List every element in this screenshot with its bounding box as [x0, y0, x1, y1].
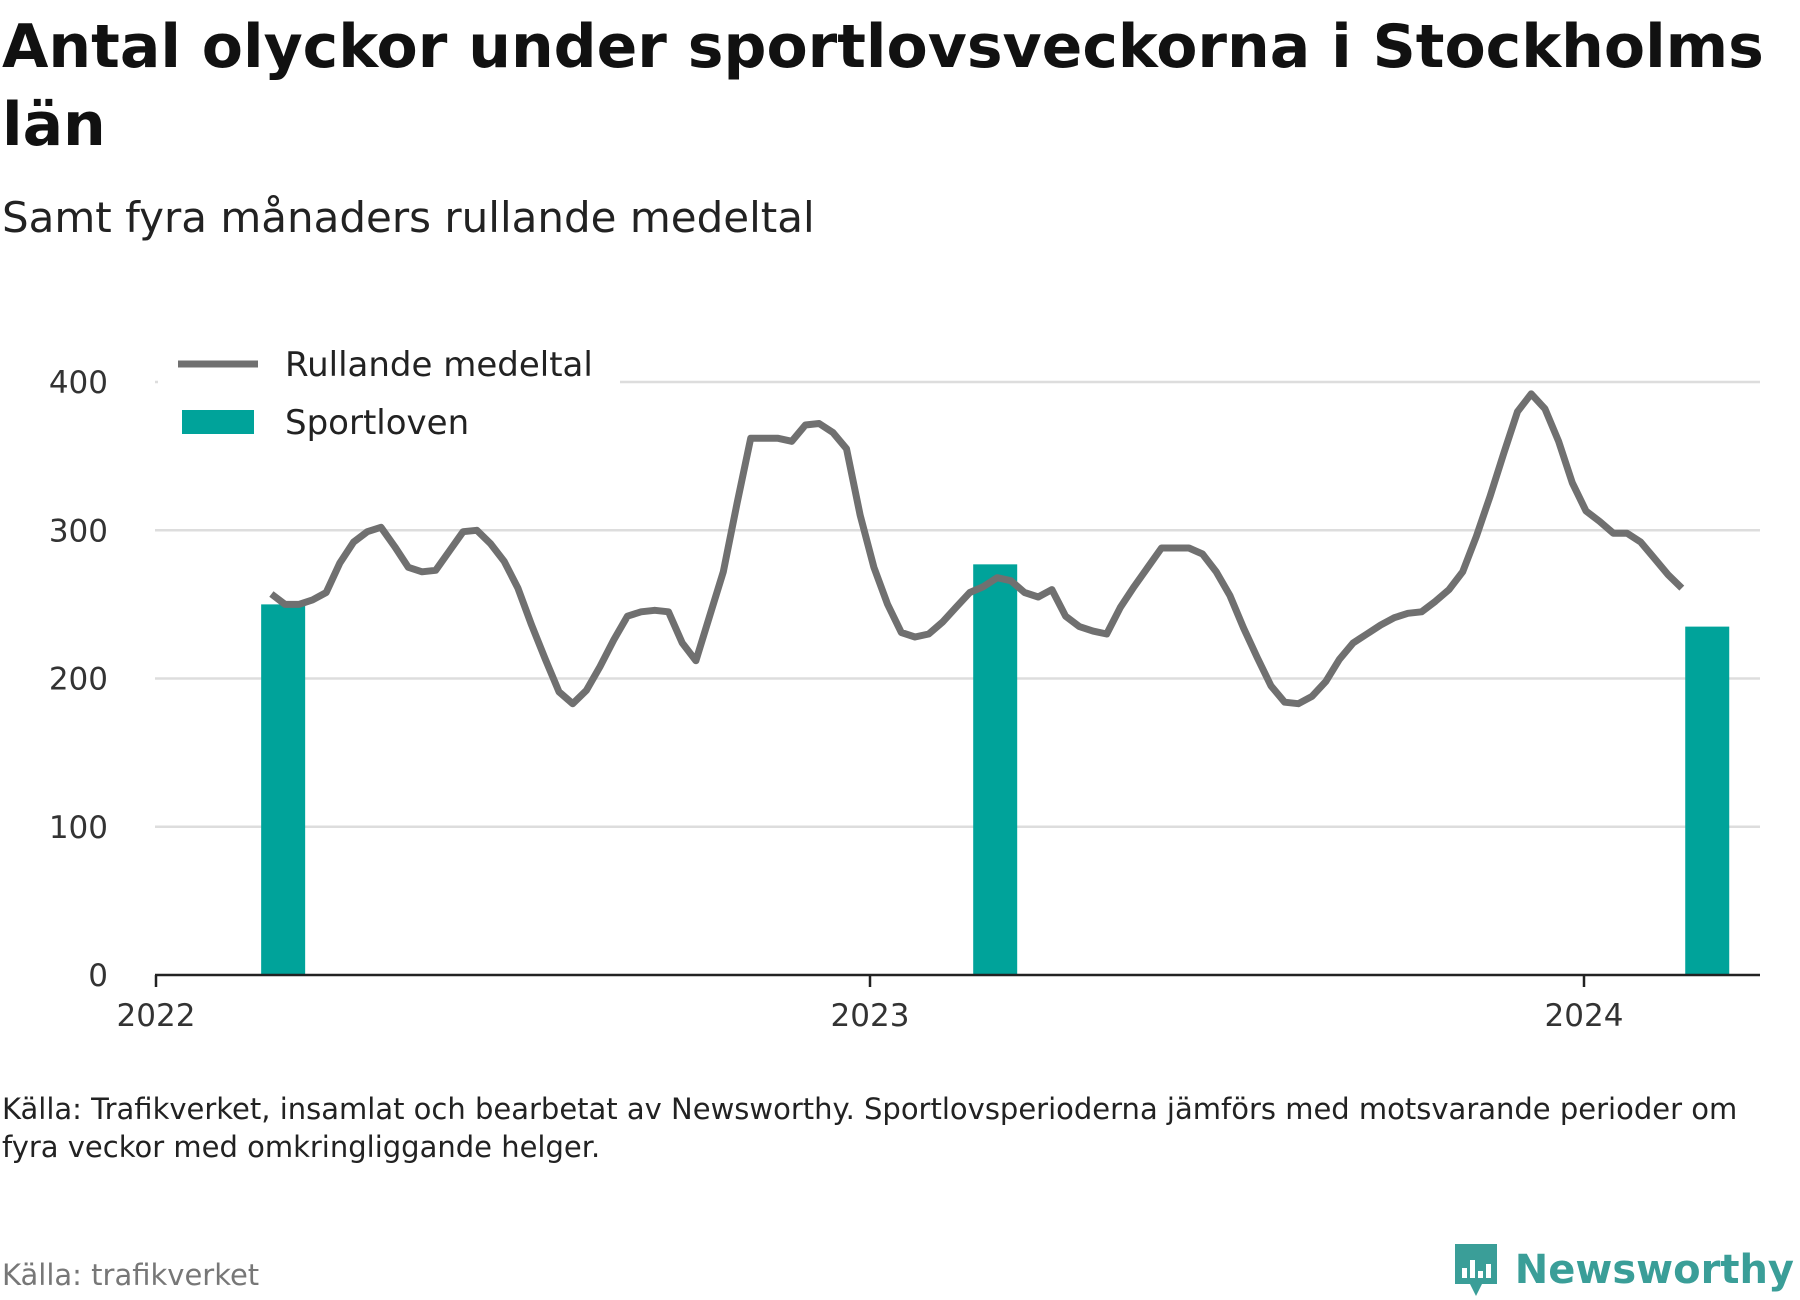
sportlov-bar	[973, 564, 1018, 975]
legend-bar-swatch	[182, 410, 254, 434]
x-tick-label: 2023	[831, 998, 910, 1034]
y-tick-label: 200	[49, 662, 108, 698]
sportlov-bar	[261, 604, 306, 975]
chart-subtitle: Samt fyra månaders rullande medeltal	[2, 193, 815, 242]
y-tick-label: 300	[49, 513, 108, 549]
y-tick-label: 100	[49, 810, 108, 846]
source-note: Källa: Trafikverket, insamlat och bearbe…	[2, 1092, 1738, 1164]
footer-source: Källa: trafikverket	[2, 1258, 260, 1292]
x-tick-label: 2024	[1545, 998, 1624, 1034]
brand-name: Newsworthy	[1514, 1247, 1794, 1293]
legend-label-sportloven: Sportloven	[285, 403, 469, 443]
rolling-average-line	[269, 390, 1685, 708]
legend-label-rolling-average: Rullande medeltal	[285, 345, 593, 385]
x-axis-ticks: 2022 2023 2024	[117, 975, 1624, 1034]
sportlov-bar	[1685, 626, 1730, 975]
y-tick-label: 0	[88, 958, 108, 994]
chart-title: Antal olyckor under sportlovsveckorna i …	[2, 12, 1764, 160]
legend: Rullande medeltal Sportloven	[158, 330, 620, 452]
sportloven-bars	[261, 564, 1730, 975]
y-tick-label: 400	[49, 365, 108, 401]
y-axis-labels: 0 100 200 300 400	[49, 365, 108, 994]
newsworthy-logo: Newsworthy	[1451, 1240, 1794, 1300]
newsworthy-logo-icon	[1454, 1244, 1497, 1296]
x-tick-label: 2022	[117, 998, 196, 1034]
chart-area: 0 100 200 300 400 2022 2023 2024 Rullande mede…	[49, 330, 1760, 1034]
